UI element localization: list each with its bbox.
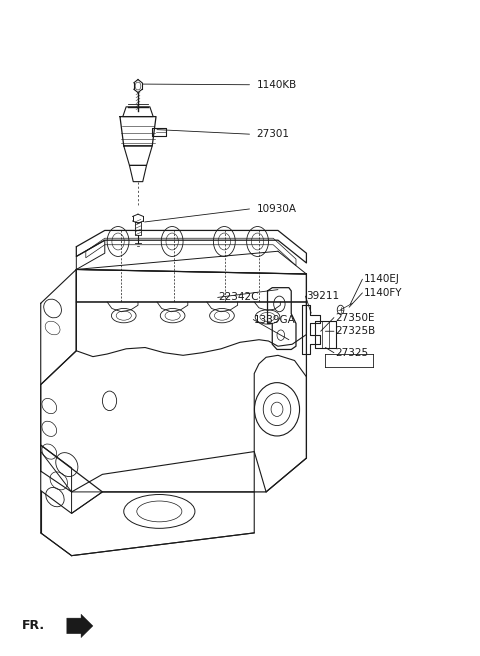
Text: 1140KB: 1140KB: [257, 80, 297, 90]
Text: 1140EJ: 1140EJ: [363, 274, 399, 284]
Text: 27325: 27325: [335, 348, 368, 358]
Text: 10930A: 10930A: [257, 204, 297, 214]
Text: 27301: 27301: [257, 129, 289, 139]
Text: 39211: 39211: [306, 291, 339, 301]
Text: 1140FY: 1140FY: [363, 288, 402, 298]
Text: 27350E: 27350E: [335, 313, 374, 323]
Text: 1339GA: 1339GA: [254, 314, 296, 325]
Text: 22342C: 22342C: [219, 293, 259, 302]
Text: 27325B: 27325B: [335, 326, 375, 337]
Polygon shape: [67, 614, 93, 638]
Text: FR.: FR.: [22, 619, 45, 632]
